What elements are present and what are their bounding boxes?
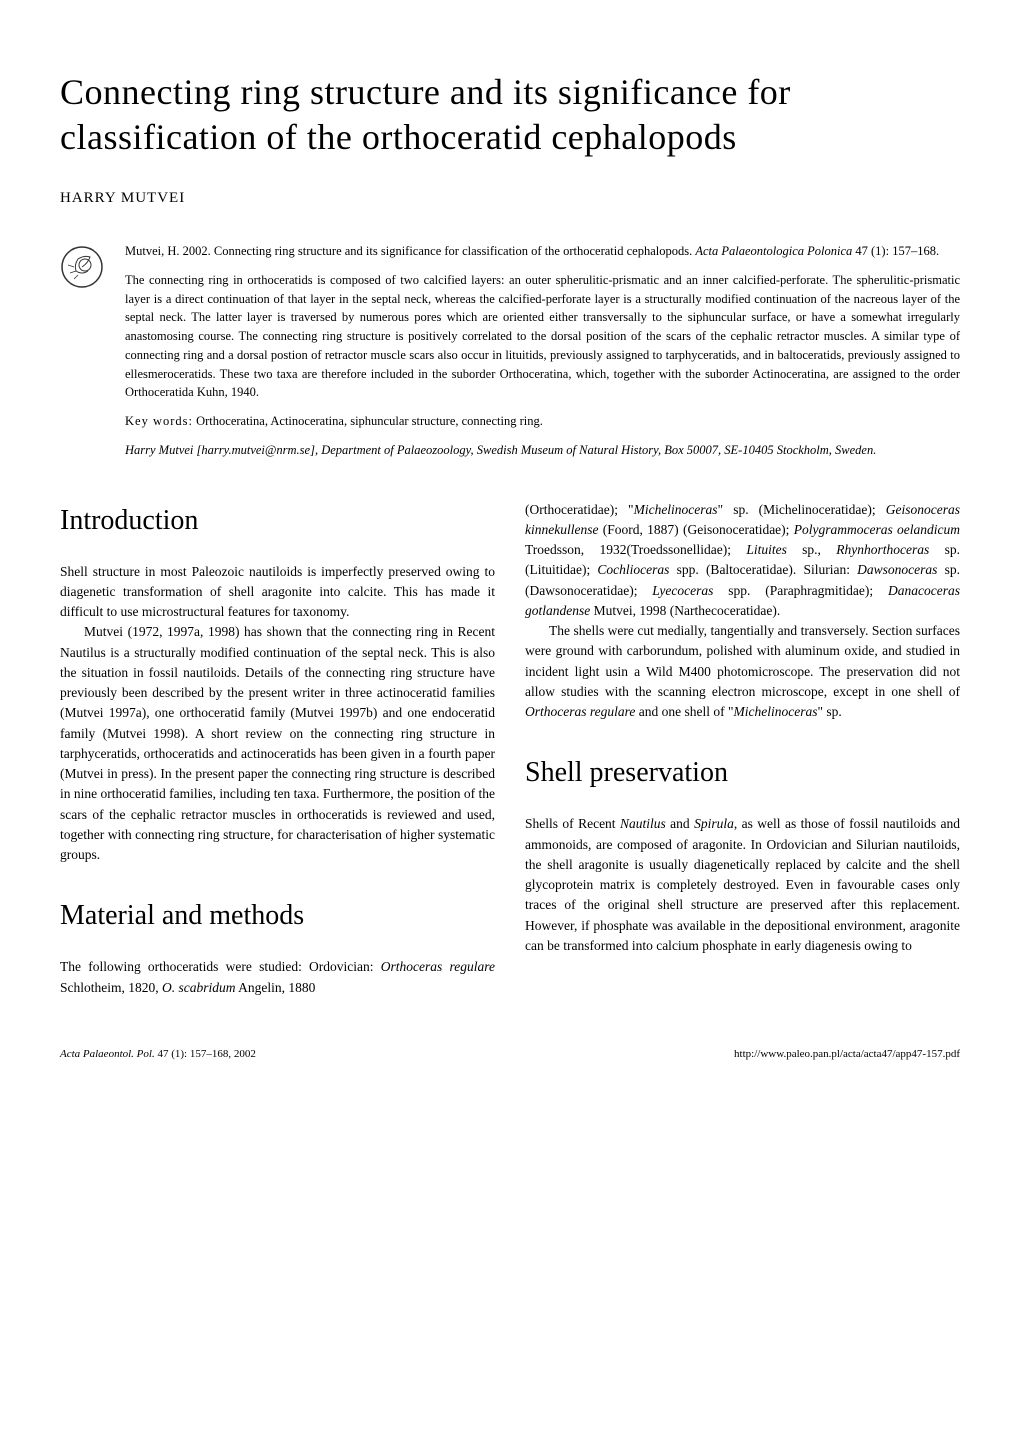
keywords-label: Key words: — [125, 414, 193, 428]
taxon-name: Lituites — [746, 542, 787, 557]
taxon-name: Rhynhorthoceras — [836, 542, 929, 557]
intro-para-1: Shell structure in most Paleozoic nautil… — [60, 562, 495, 623]
text-span: spp. (Baltoceratidae). Silurian: — [669, 562, 857, 577]
material-para-1: The following orthoceratids were studied… — [60, 957, 495, 998]
abstract-content: Mutvei, H. 2002. Connecting ring structu… — [125, 242, 960, 460]
journal-logo-icon — [60, 245, 105, 290]
text-span: Schlotheim, 1820, — [60, 980, 162, 995]
taxon-name: Michelinoceras — [634, 502, 718, 517]
page-footer: Acta Palaeontol. Pol. 47 (1): 157–168, 2… — [60, 1048, 960, 1060]
text-span: Shells of Recent — [525, 816, 620, 831]
intro-para-2: Mutvei (1972, 1997a, 1998) has shown tha… — [60, 622, 495, 865]
taxon-name: Lyecoceras — [652, 583, 713, 598]
abstract-block: Mutvei, H. 2002. Connecting ring structu… — [60, 242, 960, 460]
citation-text: Mutvei, H. 2002. Connecting ring structu… — [125, 244, 695, 258]
text-span: (Orthoceratidae); " — [525, 502, 634, 517]
text-span: " sp. — [817, 704, 841, 719]
text-span: spp. (Paraphragmitidae); — [713, 583, 888, 598]
author-info: Harry Mutvei [harry.mutvei@nrm.se], Depa… — [125, 441, 960, 460]
text-span: and one shell of " — [635, 704, 733, 719]
text-span: Mutvei, 1998 (Narthecoceratidae). — [590, 603, 780, 618]
footer-pages: 47 (1): 157–168, 2002 — [155, 1048, 256, 1060]
taxon-name: O. scabridum — [162, 980, 236, 995]
footer-right-url: http://www.paleo.pan.pl/acta/acta47/app4… — [734, 1048, 960, 1060]
text-span: The following orthoceratids were studied… — [60, 959, 381, 974]
left-column: Introduction Shell structure in most Pal… — [60, 500, 495, 998]
author-name: HARRY MUTVEI — [60, 190, 960, 207]
taxon-name: Orthoceras regulare — [525, 704, 635, 719]
keywords-text: Orthoceratina, Actinoceratina, siphuncul… — [193, 414, 543, 428]
text-span: Troedsson, 1932(Troedssonellidae); — [525, 542, 746, 557]
text-span: (Foord, 1887) (Geisonoceratidae); — [598, 522, 793, 537]
taxon-name: Orthoceras regulare — [381, 959, 495, 974]
taxon-name: Polygrammoceras oelandicum — [794, 522, 960, 537]
footer-left: Acta Palaeontol. Pol. 47 (1): 157–168, 2… — [60, 1048, 256, 1060]
heading-introduction: Introduction — [60, 500, 495, 542]
text-span: Angelin, 1880 — [236, 980, 316, 995]
text-span: " sp. (Michelinoceratidae); — [718, 502, 886, 517]
journal-name: Acta Palaeontologica Polonica — [695, 244, 852, 258]
citation: Mutvei, H. 2002. Connecting ring structu… — [125, 242, 960, 261]
taxon-name: Nautilus — [620, 816, 666, 831]
citation-volume: 47 (1): 157–168. — [852, 244, 939, 258]
material-para-2: (Orthoceratidae); "Michelinoceras" sp. (… — [525, 500, 960, 622]
text-span: sp., — [787, 542, 836, 557]
taxon-name: Michelinoceras — [734, 704, 818, 719]
taxon-name: Spirula — [694, 816, 734, 831]
text-span: The shells were cut medially, tangential… — [525, 623, 960, 699]
taxon-name: Dawsonoceras — [857, 562, 937, 577]
preservation-para-1: Shells of Recent Nautilus and Spirula, a… — [525, 814, 960, 956]
keywords: Key words: Orthoceratina, Actinoceratina… — [125, 412, 960, 431]
right-column: (Orthoceratidae); "Michelinoceras" sp. (… — [525, 500, 960, 998]
journal-abbrev: Acta Palaeontol. Pol. — [60, 1048, 155, 1060]
text-span: and — [666, 816, 694, 831]
body-columns: Introduction Shell structure in most Pal… — [60, 500, 960, 998]
paper-title: Connecting ring structure and its signif… — [60, 70, 960, 160]
material-para-3: The shells were cut medially, tangential… — [525, 621, 960, 722]
text-span: , as well as those of fossil nautiloids … — [525, 816, 960, 953]
heading-preservation: Shell preservation — [525, 752, 960, 794]
heading-material: Material and methods — [60, 895, 495, 937]
taxon-name: Cochlioceras — [597, 562, 669, 577]
abstract-text: The connecting ring in orthoceratids is … — [125, 271, 960, 402]
